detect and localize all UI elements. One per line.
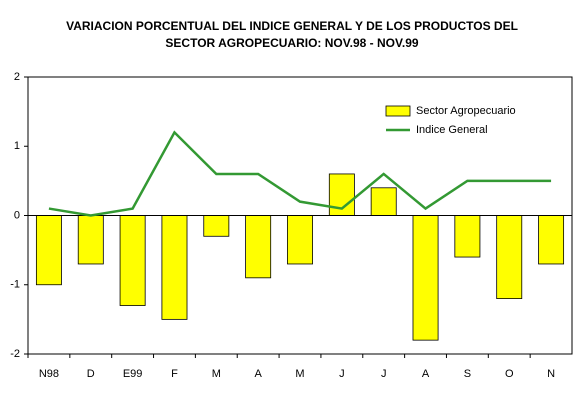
x-tick-label: N98	[39, 368, 59, 380]
x-tick-label: N	[547, 368, 555, 380]
x-tick-label: M	[295, 368, 304, 380]
bar	[203, 215, 230, 237]
y-tick-label: 1	[14, 140, 20, 152]
x-tick-label: A	[422, 368, 430, 380]
x-tick-label: E99	[123, 368, 143, 380]
line	[48, 130, 552, 217]
bar	[35, 215, 62, 286]
bar	[119, 215, 146, 306]
bar	[245, 215, 272, 279]
x-tick-label: J	[339, 368, 345, 380]
y-tick-label: -1	[10, 279, 20, 291]
chart-title: SECTOR AGROPECUARIO: NOV.98 - NOV.99	[165, 36, 419, 50]
bar	[454, 215, 481, 258]
y-tick-label: 0	[14, 209, 20, 221]
x-tick-label: D	[87, 368, 95, 380]
x-tick-label: F	[171, 368, 178, 380]
x-tick-label: O	[505, 368, 514, 380]
x-tick-label: J	[381, 368, 387, 380]
legend-label: Sector Agropecuario	[416, 105, 516, 117]
x-tick-label: S	[464, 368, 471, 380]
x-tick-label: M	[212, 368, 221, 380]
bar	[412, 215, 439, 341]
y-tick-label: -2	[10, 348, 20, 360]
bar	[496, 215, 523, 299]
bar	[77, 215, 104, 265]
bar	[287, 215, 313, 265]
x-tick-label: A	[254, 368, 262, 380]
y-tick-label: 2	[14, 71, 20, 83]
bar	[538, 215, 565, 265]
legend-swatch	[385, 105, 411, 117]
bar	[370, 187, 397, 216]
legend-label: Indice General	[416, 124, 488, 136]
bar	[161, 215, 188, 320]
chart-title: VARIACION PORCENTUAL DEL INDICE GENERAL …	[66, 19, 518, 33]
